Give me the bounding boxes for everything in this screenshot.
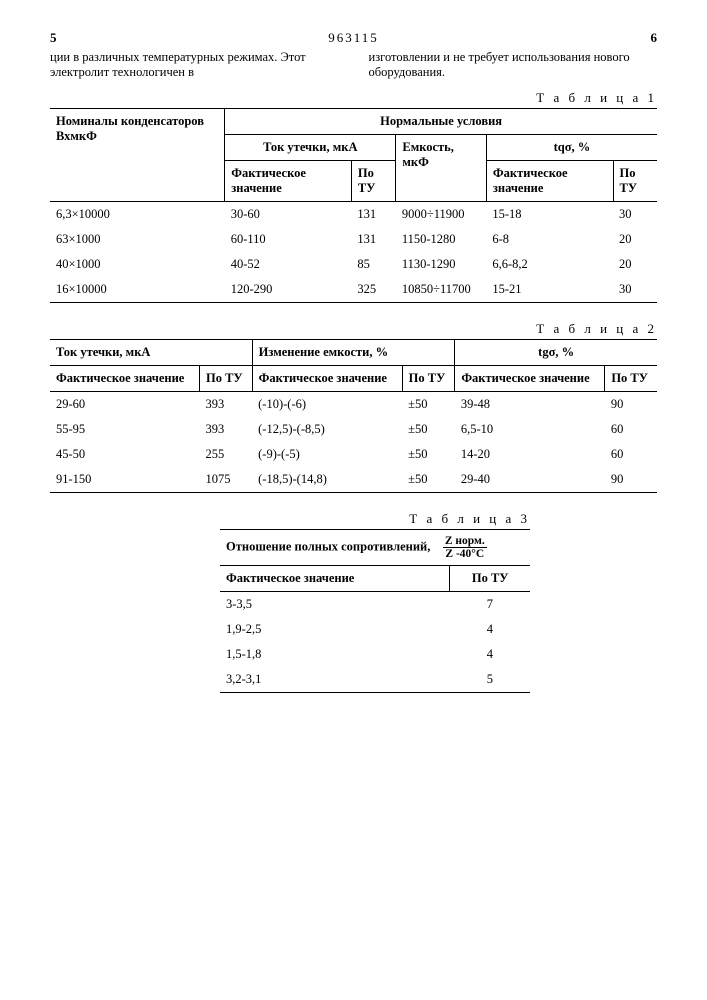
t2-h-tu3: По ТУ <box>605 366 657 392</box>
t1-h-fact1: Фактическое значение <box>225 161 352 202</box>
table-cell: 55-95 <box>50 417 199 442</box>
table-cell: 120-290 <box>225 277 352 303</box>
table-1: Номиналы конденсаторов ВхмкФ Нормальные … <box>50 108 657 303</box>
table-cell: 15-18 <box>486 202 613 228</box>
t1-h-normal: Нормальные условия <box>225 109 657 135</box>
table-cell: 6,6-8,2 <box>486 252 613 277</box>
table-cell: ±50 <box>402 392 455 418</box>
table-cell: 10850÷11700 <box>396 277 487 303</box>
t2-h-tu2: По ТУ <box>402 366 455 392</box>
table-cell: 45-50 <box>50 442 199 467</box>
page-header: 5 963115 6 <box>50 30 657 46</box>
table-cell: (-12,5)-(-8,5) <box>252 417 402 442</box>
t3-h-fact: Фактическое значение <box>220 566 450 592</box>
table-cell: 1150-1280 <box>396 227 487 252</box>
table-cell: 90 <box>605 392 657 418</box>
table-cell: 1,5-1,8 <box>220 642 450 667</box>
table-cell: (-18,5)-(14,8) <box>252 467 402 493</box>
table-cell: 325 <box>351 277 395 303</box>
table-cell: 393 <box>199 417 252 442</box>
table-cell: 29-60 <box>50 392 199 418</box>
table-cell: 40-52 <box>225 252 352 277</box>
table-cell: ±50 <box>402 417 455 442</box>
table-2-label: Т а б л и ц а 2 <box>50 321 657 337</box>
table-cell: 14-20 <box>455 442 605 467</box>
table-cell: 60-110 <box>225 227 352 252</box>
table-cell: 5 <box>450 667 530 693</box>
table-cell: ±50 <box>402 467 455 493</box>
table-cell: 6-8 <box>486 227 613 252</box>
table-cell: 131 <box>351 227 395 252</box>
table-3-label: Т а б л и ц а 3 <box>220 511 530 527</box>
t1-h-tu1: По ТУ <box>351 161 395 202</box>
table-cell: 131 <box>351 202 395 228</box>
t2-h-fact1: Фактическое значение <box>50 366 199 392</box>
table-cell: 3,2-3,1 <box>220 667 450 693</box>
intro-right: изготовлении и не требует использования … <box>369 50 658 80</box>
table-cell: 3-3,5 <box>220 592 450 618</box>
t2-h-leak: Ток утечки, мкА <box>50 340 252 366</box>
t2-h-fact2: Фактическое значение <box>252 366 402 392</box>
table-cell: 30 <box>613 202 657 228</box>
table-cell: 20 <box>613 252 657 277</box>
table-1-label: Т а б л и ц а 1 <box>50 90 657 106</box>
table-cell: 20 <box>613 227 657 252</box>
table-2: Ток утечки, мкА Изменение емкости, % tgσ… <box>50 339 657 493</box>
t2-h-tg: tgσ, % <box>455 340 657 366</box>
table-cell: 40×1000 <box>50 252 225 277</box>
t2-h-tu1: По ТУ <box>199 366 252 392</box>
table-cell: 1130-1290 <box>396 252 487 277</box>
table-cell: 39-48 <box>455 392 605 418</box>
t1-h-leak: Ток утечки, мкА <box>225 135 396 161</box>
table-cell: 255 <box>199 442 252 467</box>
table-cell: 60 <box>605 417 657 442</box>
intro-paragraph: ции в различных температурных режимах. Э… <box>50 50 657 80</box>
table-3: Отношение полных сопротивлений, Z норм. … <box>220 529 530 693</box>
right-column-number: 6 <box>651 30 658 46</box>
t1-h-tu2: По ТУ <box>613 161 657 202</box>
table-cell: 1,9-2,5 <box>220 617 450 642</box>
t3-h-ratio: Отношение полных сопротивлений, Z норм. … <box>220 530 530 566</box>
table-cell: 91-150 <box>50 467 199 493</box>
table-cell: (-9)-(-5) <box>252 442 402 467</box>
table-cell: 1075 <box>199 467 252 493</box>
intro-left: ции в различных температурных режимах. Э… <box>50 50 339 80</box>
table-cell: 16×10000 <box>50 277 225 303</box>
table-cell: 4 <box>450 617 530 642</box>
table-cell: ±50 <box>402 442 455 467</box>
t1-h-fact2: Фактическое значение <box>486 161 613 202</box>
t3-h-tu: По ТУ <box>450 566 530 592</box>
table-cell: 63×1000 <box>50 227 225 252</box>
table-cell: 15-21 <box>486 277 613 303</box>
t2-h-capchange: Изменение емкости, % <box>252 340 455 366</box>
t1-h-cap: Емкость, мкФ <box>396 135 487 202</box>
table-cell: 7 <box>450 592 530 618</box>
table-cell: 30-60 <box>225 202 352 228</box>
table-cell: 30 <box>613 277 657 303</box>
table-cell: 29-40 <box>455 467 605 493</box>
t3-frac-num: Z норм. <box>443 535 487 548</box>
t3-frac-den: Z -40°C <box>443 548 487 560</box>
table-cell: 4 <box>450 642 530 667</box>
table-cell: 60 <box>605 442 657 467</box>
table-cell: 85 <box>351 252 395 277</box>
t1-h-tg: tqσ, % <box>486 135 657 161</box>
t1-h-nominal: Номиналы конденсаторов ВхмкФ <box>50 109 225 202</box>
table-cell: 393 <box>199 392 252 418</box>
table-cell: 6,3×10000 <box>50 202 225 228</box>
table-cell: 9000÷11900 <box>396 202 487 228</box>
t2-h-fact3: Фактическое значение <box>455 366 605 392</box>
table-cell: 90 <box>605 467 657 493</box>
document-number: 963115 <box>57 30 651 46</box>
t3-ratio-text: Отношение полных сопротивлений, <box>226 539 430 553</box>
table-cell: (-10)-(-6) <box>252 392 402 418</box>
t3-fraction: Z норм. Z -40°C <box>443 535 487 560</box>
table-cell: 6,5-10 <box>455 417 605 442</box>
